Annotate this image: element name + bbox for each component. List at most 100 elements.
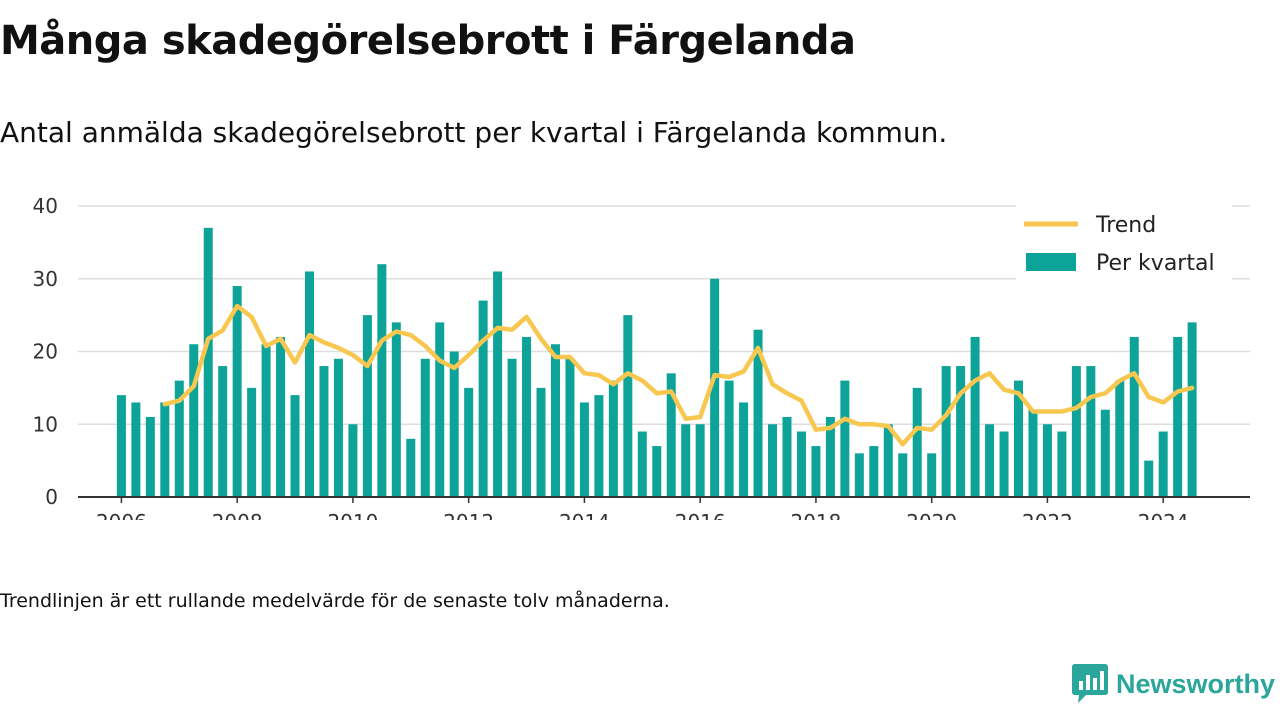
- bar: [970, 336, 980, 497]
- x-tick-label: 2022: [1022, 510, 1073, 520]
- y-tick-label: 20: [33, 340, 58, 364]
- brand-logo: Newsworthy: [1072, 664, 1275, 704]
- legend-swatch-per-kvartal: [1026, 253, 1076, 271]
- bar: [941, 366, 951, 497]
- bar: [652, 446, 662, 497]
- bar: [348, 424, 358, 497]
- bar: [1115, 380, 1125, 497]
- bar: [203, 227, 213, 497]
- bar: [116, 395, 126, 497]
- bar: [550, 344, 560, 497]
- trend-line-layer: [162, 303, 1195, 447]
- bar: [536, 387, 546, 497]
- bar: [1100, 409, 1110, 497]
- bar: [753, 329, 763, 497]
- chart-subtitle: Antal anmälda skadegörelsebrott per kvar…: [0, 116, 948, 149]
- bar: [290, 395, 300, 497]
- bar: [333, 358, 343, 497]
- bar: [1187, 322, 1197, 497]
- bar: [493, 271, 503, 497]
- legend-label-trend: Trend: [1095, 213, 1156, 238]
- y-tick-label: 10: [33, 412, 58, 436]
- newsworthy-logo-icon: [1072, 664, 1108, 703]
- x-tick-label: 2018: [790, 510, 841, 520]
- chart: 0 10 20 30 40 2006 2008 2010 2012 2014 2016 2018 202…: [33, 194, 1250, 520]
- bar: [276, 336, 286, 497]
- bar: [406, 438, 416, 497]
- bar: [1129, 336, 1139, 497]
- legend: Trend Per kvartal: [1016, 204, 1232, 282]
- x-tick-label: 2012: [443, 510, 494, 520]
- bar: [160, 402, 170, 497]
- bar: [218, 366, 228, 497]
- bar: [449, 351, 459, 497]
- x-tick-label: 2020: [906, 510, 957, 520]
- bar: [869, 446, 879, 497]
- bar: [1086, 366, 1096, 497]
- bar: [232, 286, 242, 497]
- bar: [174, 380, 184, 497]
- bar: [637, 431, 647, 497]
- bar: [768, 424, 778, 497]
- x-tick-label: 2008: [212, 510, 263, 520]
- bar: [377, 264, 387, 497]
- bar: [912, 387, 922, 497]
- bar: [608, 380, 618, 497]
- bar: [695, 424, 705, 497]
- bar: [985, 424, 995, 497]
- bar: [825, 416, 835, 497]
- bar: [956, 366, 966, 497]
- axes: 0 10 20 30 40 2006 2008 2010 2012 2014 2016 2018 202…: [33, 194, 1250, 520]
- bar: [189, 344, 199, 497]
- bar: [1173, 336, 1183, 497]
- bar: [1013, 380, 1023, 497]
- legend-label-per-kvartal: Per kvartal: [1096, 251, 1215, 276]
- bar: [666, 373, 676, 497]
- bar: [131, 402, 141, 497]
- bar: [724, 380, 734, 497]
- x-tick-label: 2010: [327, 510, 378, 520]
- y-tick-label: 30: [33, 267, 58, 291]
- bar: [681, 424, 691, 497]
- x-tick-label: 2016: [675, 510, 726, 520]
- footnote: Trendlinjen är ett rullande medelvärde f…: [0, 590, 670, 612]
- brand-name: Newsworthy: [1116, 668, 1276, 699]
- bar: [305, 271, 315, 497]
- bar: [261, 344, 271, 497]
- bar: [478, 300, 488, 497]
- trend-line: [162, 303, 1195, 447]
- bar: [796, 431, 806, 497]
- bar: [435, 322, 445, 497]
- bar: [782, 416, 792, 497]
- bar: [1144, 460, 1154, 497]
- bar: [739, 402, 749, 497]
- x-tick-label: 2014: [559, 510, 610, 520]
- bar: [623, 315, 633, 497]
- bar: [927, 453, 937, 497]
- bar: [898, 453, 908, 497]
- bar: [319, 366, 329, 497]
- chart-title: Många skadegörelsebrott i Färgelanda: [0, 18, 856, 64]
- bar: [464, 387, 474, 497]
- bar: [507, 358, 517, 497]
- bar: [579, 402, 589, 497]
- bar: [362, 315, 372, 497]
- y-tick-label: 0: [45, 485, 58, 509]
- bar: [594, 395, 604, 497]
- bar: [522, 336, 532, 497]
- bar: [854, 453, 864, 497]
- bars: [116, 227, 1197, 497]
- y-tick-label: 40: [33, 194, 58, 218]
- bar: [1028, 409, 1038, 497]
- bar: [999, 431, 1009, 497]
- x-tick-label: 2024: [1138, 510, 1189, 520]
- bar: [145, 416, 155, 497]
- bar: [391, 322, 401, 497]
- bar: [811, 446, 821, 497]
- bar: [247, 387, 257, 497]
- bar: [840, 380, 850, 497]
- bar: [1057, 431, 1067, 497]
- x-tick-label: 2006: [96, 510, 147, 520]
- bar: [1042, 424, 1052, 497]
- bar: [1158, 431, 1168, 497]
